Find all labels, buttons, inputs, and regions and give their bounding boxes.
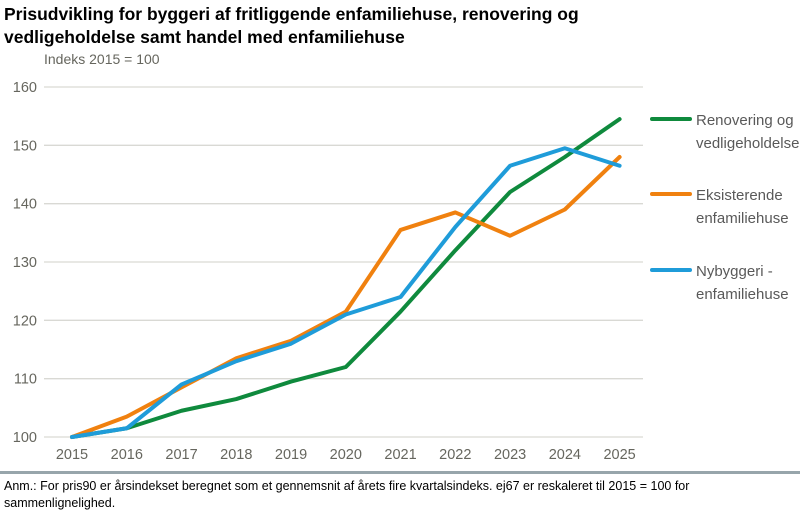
legend-label: Nybyggeri - enfamiliehuse bbox=[696, 263, 789, 303]
x-tick-label: 2017 bbox=[165, 447, 197, 463]
footnote: Anm.: For pris90 er årsindekset beregnet… bbox=[4, 479, 690, 510]
legend-swatch-orange bbox=[650, 192, 692, 196]
legend-label: Eksisterende enfamiliehuse bbox=[696, 187, 789, 227]
x-tick-label: 2022 bbox=[439, 447, 471, 463]
y-tick-label: 150 bbox=[13, 138, 37, 154]
x-tick-label: 2019 bbox=[275, 447, 307, 463]
legend-swatch-green bbox=[650, 117, 692, 121]
y-tick-label: 110 bbox=[14, 372, 37, 388]
y-tick-label: 130 bbox=[13, 255, 37, 271]
x-tick-label: 2021 bbox=[384, 447, 416, 463]
y-tick-label: 140 bbox=[13, 197, 37, 213]
chart-subtitle: Indeks 2015 = 100 bbox=[44, 51, 160, 67]
x-tick-label: 2023 bbox=[494, 447, 526, 463]
legend-item-renovering-og-vedligeholdelse: Renovering og vedligeholdelse bbox=[650, 109, 800, 155]
y-tick-label: 120 bbox=[13, 313, 37, 329]
x-tick-label: 2024 bbox=[549, 447, 581, 463]
x-tick-label: 2018 bbox=[220, 447, 252, 463]
series-line-renovering-og-vedligeholdelse bbox=[70, 117, 622, 439]
series-line-nybyggeri-enfamiliehuse bbox=[70, 146, 622, 439]
x-tick-label: 2015 bbox=[56, 447, 88, 463]
legend-item-eksisterende-enfamiliehuse: Eksisterende enfamiliehuse bbox=[650, 184, 800, 230]
x-tick-label: 2016 bbox=[111, 447, 143, 463]
legend-label: Renovering og vedligeholdelse bbox=[696, 112, 800, 152]
footer-divider bbox=[0, 471, 800, 474]
x-tick-label: 2020 bbox=[330, 447, 362, 463]
series-line-eksisterende-enfamiliehuse bbox=[70, 155, 622, 439]
y-tick-label: 100 bbox=[13, 430, 37, 446]
y-tick-label: 160 bbox=[13, 80, 37, 96]
x-tick-label: 2025 bbox=[603, 447, 635, 463]
chart-title: Prisudvikling for byggeri af fritliggend… bbox=[4, 4, 579, 47]
legend-swatch-blue bbox=[650, 268, 692, 272]
legend-item-nybyggeri-enfamiliehuse: Nybyggeri - enfamiliehuse bbox=[650, 260, 800, 306]
